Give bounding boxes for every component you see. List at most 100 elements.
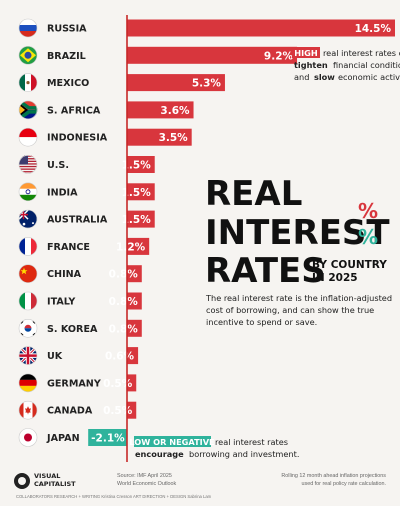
india-flag-icon xyxy=(18,182,38,202)
bar xyxy=(127,347,139,365)
value-label: -2.1% xyxy=(91,433,125,445)
value-label: 1.5% xyxy=(122,160,152,172)
value-label: 1.5% xyxy=(122,187,152,199)
australia-flag-icon xyxy=(19,210,38,229)
low-badge-text: LOW OR NEGATIVE xyxy=(129,437,214,447)
russia-flag-icon xyxy=(18,18,38,38)
bar xyxy=(127,401,137,419)
country-label: INDONESIA xyxy=(47,133,108,144)
country-label: CANADA xyxy=(47,406,93,417)
south-africa-flag-icon xyxy=(19,101,37,119)
title-line-1: REAL xyxy=(205,174,302,214)
value-label: 3.5% xyxy=(159,132,189,144)
bar xyxy=(127,19,395,37)
canada-flag-icon xyxy=(18,400,38,420)
title-percent-teal: % xyxy=(358,225,378,249)
bar xyxy=(88,429,127,446)
subtitle-line-1: BY COUNTRY xyxy=(312,259,387,271)
credits-line: COLLABORATORS RESEARCH + WRITING Kristin… xyxy=(16,494,212,499)
visual-capitalist-logo: VISUAL CAPITALIST xyxy=(14,472,76,489)
bars: 14.5% 9.2% 5.3% 3.6% 3.5% 1.5% 1.5% 1.5% 1.2% 0.8… xyxy=(88,19,395,446)
value-label: 3.6% xyxy=(160,105,190,117)
south-korea-flag-icon xyxy=(18,318,38,338)
footer: VISUAL CAPITALIST Source: IMF April 2025… xyxy=(14,472,386,499)
brand-line-1: VISUAL xyxy=(34,472,60,480)
country-label: S. AFRICA xyxy=(47,105,101,116)
value-label: 9.2% xyxy=(264,50,294,62)
value-label: 0.8% xyxy=(109,323,139,335)
mexico-flag-icon xyxy=(18,73,38,92)
country-label: MEXICO xyxy=(47,78,89,89)
high-note-line3-pre: and xyxy=(294,72,309,82)
high-rates-annotation: HIGH real interest rates can tighten fin… xyxy=(292,47,400,82)
china-flag-icon xyxy=(18,264,38,284)
high-note-line3-rest: economic activity. xyxy=(338,72,400,82)
japan-flag-icon xyxy=(18,428,38,447)
value-label: 0.5% xyxy=(103,405,133,417)
country-label: U.S. xyxy=(47,160,69,171)
bar xyxy=(127,74,225,92)
value-label: 0.5% xyxy=(103,378,133,390)
title-block: REAL INTEREST RATES % % BY COUNTRY IN 20… xyxy=(205,174,390,291)
low-rates-annotation: LOW OR NEGATIVE real interest rates enco… xyxy=(129,436,299,459)
country-label: CHINA xyxy=(47,269,82,280)
note-line-2: used for real policy rate calculation. xyxy=(302,481,387,487)
high-note-line1: real interest rates can xyxy=(323,48,400,58)
source-line-2: World Economic Outlook xyxy=(117,481,177,487)
bar xyxy=(127,374,137,392)
bar xyxy=(127,183,155,201)
uk-flag-icon xyxy=(19,347,37,365)
country-label: S. KOREA xyxy=(47,324,98,335)
italy-flag-icon xyxy=(18,291,38,311)
germany-flag-icon xyxy=(18,373,38,393)
country-label: INDIA xyxy=(47,187,78,198)
bar xyxy=(127,101,194,119)
description-line-3: incentive to spend or save. xyxy=(206,317,317,327)
title-percent-red: % xyxy=(358,199,378,223)
country-label: BRAZIL xyxy=(47,51,86,62)
low-note-line2-bold: encourage xyxy=(135,449,184,459)
country-label: AUSTRALIA xyxy=(47,215,108,226)
title-line-2: INTEREST xyxy=(205,213,390,253)
us-flag-icon xyxy=(18,155,38,174)
description: The real interest rate is the inflation-… xyxy=(205,293,392,327)
value-label: 14.5% xyxy=(355,23,392,35)
france-flag-icon xyxy=(18,237,38,256)
high-note-line2-rest: financial conditions xyxy=(333,60,400,70)
title-line-3: RATES xyxy=(205,251,326,291)
bar xyxy=(127,46,298,64)
description-line-1: The real interest rate is the inflation-… xyxy=(205,293,392,303)
country-label: ITALY xyxy=(47,297,76,308)
bar xyxy=(127,210,155,228)
bar xyxy=(127,156,155,173)
bar xyxy=(127,128,192,146)
bar xyxy=(127,237,150,255)
low-badge-bg xyxy=(134,436,211,447)
high-note-line2-bold: tighten xyxy=(294,60,328,70)
value-label: 0.8% xyxy=(109,269,139,281)
bar xyxy=(127,319,142,337)
value-label: 1.5% xyxy=(122,214,152,226)
high-badge-text: HIGH xyxy=(294,48,318,58)
country-label: RUSSIA xyxy=(47,24,87,35)
value-label: 0.6% xyxy=(105,351,135,363)
high-note-line3-bold: slow xyxy=(314,72,335,82)
bar xyxy=(127,292,142,310)
country-label: UK xyxy=(47,351,63,362)
value-label: 5.3% xyxy=(192,78,222,90)
indonesia-flag-icon xyxy=(18,127,38,147)
value-label: 1.2% xyxy=(116,241,146,253)
brand-line-2: CAPITALIST xyxy=(34,480,76,488)
brazil-flag-icon xyxy=(18,45,38,65)
high-badge-bg xyxy=(292,47,320,58)
low-note-line2-rest: borrowing and investment. xyxy=(189,449,299,459)
note-line-1: Rolling 12 month ahead inflation project… xyxy=(281,473,386,479)
subtitle-line-2: IN 2025 xyxy=(312,272,358,284)
value-label: 0.8% xyxy=(109,296,139,308)
country-label: GERMANY xyxy=(47,378,102,389)
country-label: FRANCE xyxy=(47,242,90,253)
country-label: JAPAN xyxy=(46,433,80,444)
description-line-2: cost of borrowing, and can show the true xyxy=(206,305,374,315)
country-labels: RUSSIA BRAZIL MEXICO S. AFRICA INDONESIA U.S.… xyxy=(46,24,108,445)
